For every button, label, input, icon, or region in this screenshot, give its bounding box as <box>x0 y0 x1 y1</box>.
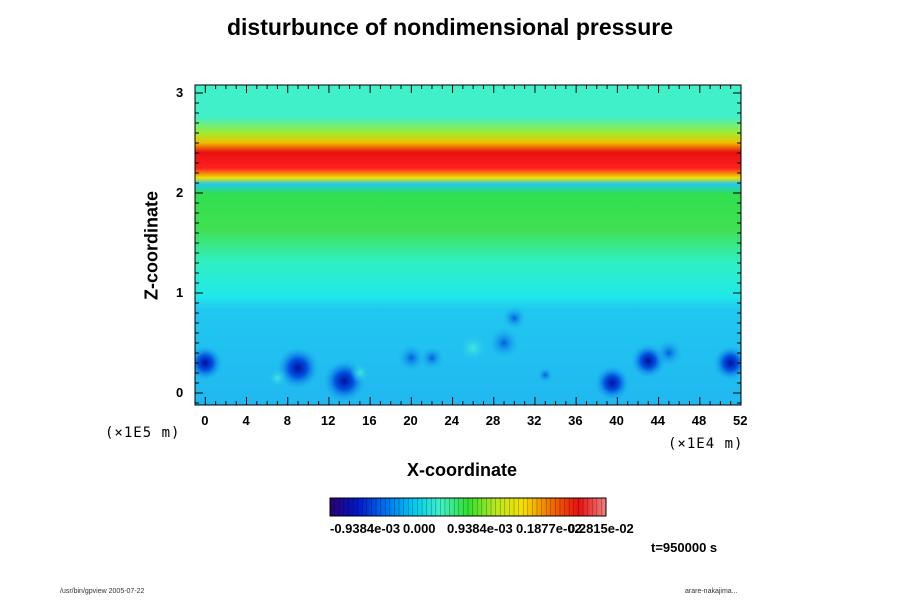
y-tick-label: 2 <box>176 185 184 200</box>
colorbar-label: 0.9384e-03 <box>447 521 513 536</box>
x-tick-label: 40 <box>609 413 624 428</box>
x-tick-label: 28 <box>485 413 501 428</box>
pressure-anomaly <box>488 327 521 359</box>
pressure-minimum <box>195 345 224 381</box>
pressure-minimum <box>594 365 631 401</box>
pressure-anomaly <box>419 346 444 370</box>
x-tick-label: 52 <box>733 413 748 428</box>
axis-ticks <box>194 85 742 405</box>
pressure-anomaly <box>502 306 527 330</box>
colorbar-label: 0.000 <box>403 521 436 536</box>
y-tick-label: 0 <box>176 385 184 400</box>
pressure-anomaly <box>654 339 683 367</box>
x-tick-label: 44 <box>650 413 666 428</box>
x-axis-unit: (×1E4 m) <box>668 436 744 452</box>
pressure-minimum <box>712 345 741 381</box>
page-title: disturbunce of nondimensional pressure <box>226 14 673 40</box>
colorbar-label: 0.1877e-02 <box>516 521 582 536</box>
x-tick-label: 32 <box>526 413 542 428</box>
x-tick-label: 12 <box>320 413 336 428</box>
time-label: t=950000 s <box>651 540 718 555</box>
colorbar-label: -0.9384e-03 <box>330 521 401 536</box>
x-tick-label: 8 <box>283 413 291 428</box>
x-tick-label: 48 <box>691 413 707 428</box>
x-tick-label: 0 <box>201 413 209 428</box>
y-axis-title: Z-coordinate <box>141 191 162 301</box>
x-tick-label: 20 <box>403 413 418 428</box>
x-tick-label: 36 <box>568 413 583 428</box>
colorbar-divisions <box>334 498 602 516</box>
x-tick-label: 4 <box>242 413 250 428</box>
x-tick-label: 16 <box>362 413 377 428</box>
colorbar-label: 0.2815e-02 <box>568 521 634 536</box>
footer-left: /usr/bin/gpview 2005-07-22 <box>60 588 145 595</box>
y-axis-unit: (×1E5 m) <box>105 425 181 441</box>
y-tick-label: 1 <box>176 285 184 300</box>
pressure-anomaly <box>349 363 370 383</box>
x-axis-title: X-coordinate <box>407 460 518 480</box>
footer-right: arare-nakajima... <box>685 588 738 595</box>
pressure-anomaly <box>457 332 490 364</box>
heatmap-anomalies <box>195 306 741 403</box>
x-tick-label: 24 <box>444 413 460 428</box>
heatmap-field <box>195 85 741 405</box>
y-tick-label: 3 <box>176 85 184 100</box>
pressure-anomaly <box>267 368 288 388</box>
pressure-anomaly <box>397 344 426 372</box>
plot-frame <box>194 84 742 406</box>
pressure-anomaly <box>537 367 554 383</box>
